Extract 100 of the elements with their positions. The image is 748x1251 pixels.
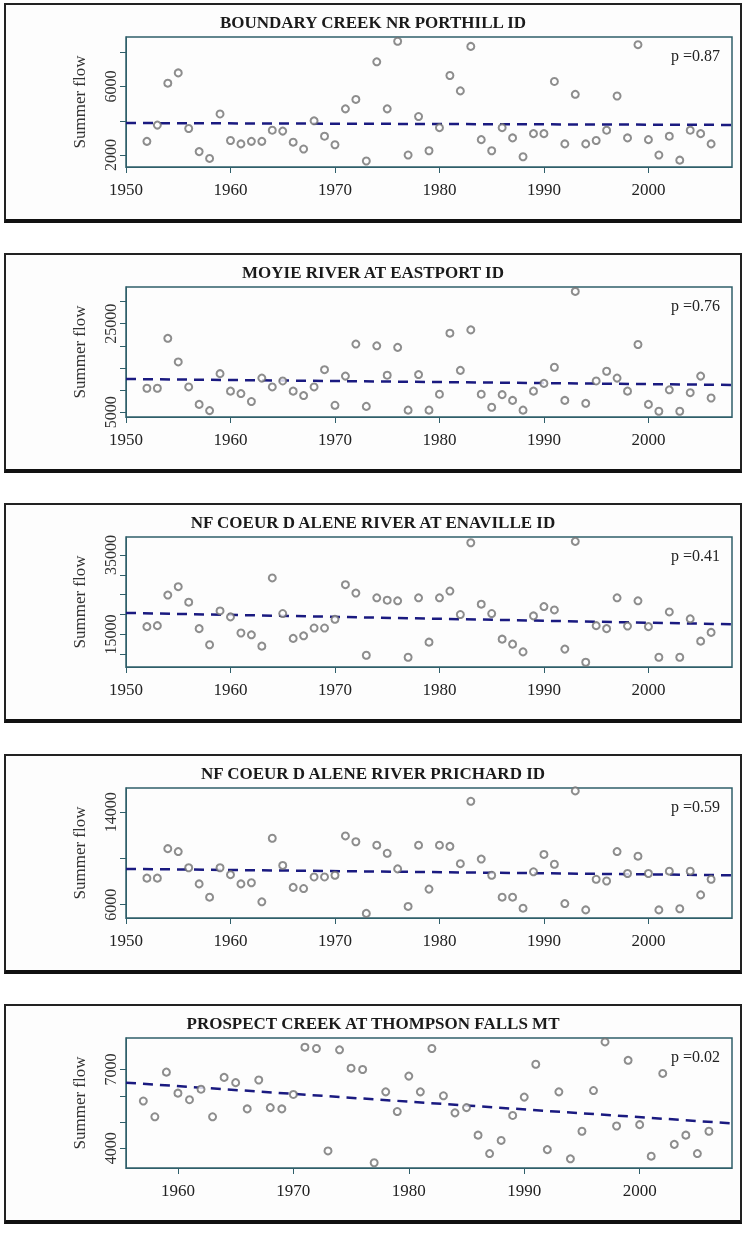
point xyxy=(643,135,653,145)
point xyxy=(549,362,559,372)
point xyxy=(403,652,413,662)
x-tick-label: 1990 xyxy=(526,180,561,199)
point xyxy=(323,1146,333,1156)
point xyxy=(184,863,194,873)
point xyxy=(236,139,246,149)
y-tick-label: 6000 xyxy=(101,70,119,103)
point xyxy=(434,593,444,603)
point xyxy=(466,538,476,548)
x-tick-label: 1960 xyxy=(213,430,248,449)
point xyxy=(591,874,601,884)
point xyxy=(242,1104,252,1114)
point xyxy=(560,395,570,405)
point xyxy=(309,872,319,882)
point xyxy=(257,136,267,146)
point xyxy=(424,405,434,415)
point xyxy=(560,899,570,909)
point xyxy=(330,614,340,624)
point xyxy=(231,1078,241,1088)
point xyxy=(476,389,486,399)
point xyxy=(403,901,413,911)
point xyxy=(635,1120,645,1130)
point xyxy=(196,1084,206,1094)
x-tick-label: 1970 xyxy=(317,680,352,699)
point xyxy=(455,859,465,869)
point xyxy=(508,1110,518,1120)
point xyxy=(184,382,194,392)
point xyxy=(675,652,685,662)
point xyxy=(554,1087,564,1097)
point xyxy=(633,40,643,50)
point xyxy=(685,614,695,624)
point xyxy=(581,905,591,915)
point xyxy=(602,366,612,376)
x-tick-label: 2000 xyxy=(631,680,666,699)
point xyxy=(570,536,580,546)
point xyxy=(288,882,298,892)
point xyxy=(685,388,695,398)
point xyxy=(581,139,591,149)
point xyxy=(361,908,371,918)
y-tick-label: 4000 xyxy=(101,1132,119,1165)
point xyxy=(664,607,674,617)
y-tick-label: 25000 xyxy=(101,303,119,344)
x-tick-label: 1970 xyxy=(317,430,352,449)
point xyxy=(372,341,382,351)
point xyxy=(455,365,465,375)
point xyxy=(300,1042,310,1052)
point xyxy=(152,120,162,130)
point xyxy=(518,647,528,657)
y-tick-label: 6000 xyxy=(101,888,119,921)
point xyxy=(445,328,455,338)
point xyxy=(549,859,559,869)
point xyxy=(246,397,256,407)
chart-title: MOYIE RIVER AT EASTPORT ID xyxy=(241,263,505,282)
point xyxy=(194,399,204,409)
point xyxy=(549,605,559,615)
point xyxy=(236,628,246,638)
point xyxy=(696,371,706,381)
point xyxy=(704,1126,714,1136)
annotation: p =0.59 xyxy=(670,797,721,816)
point xyxy=(685,866,695,876)
point xyxy=(278,376,288,386)
x-tick-label: 2000 xyxy=(631,180,666,199)
point xyxy=(351,837,361,847)
x-tick-label: 1990 xyxy=(526,680,561,699)
point xyxy=(654,905,664,915)
point xyxy=(685,125,695,135)
point xyxy=(654,150,664,160)
point xyxy=(403,150,413,160)
point xyxy=(142,873,152,883)
point xyxy=(508,892,518,902)
y-tick-label: 35000 xyxy=(101,534,119,575)
point xyxy=(340,371,350,381)
point xyxy=(675,904,685,914)
point xyxy=(591,621,601,631)
point xyxy=(288,1089,298,1099)
point xyxy=(455,86,465,96)
point xyxy=(346,1063,356,1073)
point xyxy=(205,153,215,163)
point xyxy=(462,1103,472,1113)
x-tick-label: 1970 xyxy=(317,931,352,950)
point xyxy=(675,406,685,416)
point xyxy=(361,156,371,166)
point xyxy=(173,357,183,367)
annotation: p =0.76 xyxy=(670,296,721,315)
point xyxy=(288,137,298,147)
point xyxy=(173,1088,183,1098)
point xyxy=(664,131,674,141)
point xyxy=(427,1044,437,1053)
point xyxy=(434,123,444,133)
point xyxy=(173,582,183,592)
point xyxy=(330,140,340,150)
point xyxy=(612,91,622,101)
x-tick-label: 1960 xyxy=(213,931,248,950)
point xyxy=(392,1107,402,1117)
point xyxy=(612,593,622,603)
point xyxy=(581,657,591,667)
point xyxy=(612,1121,622,1131)
point xyxy=(565,1154,575,1164)
point xyxy=(393,342,403,352)
